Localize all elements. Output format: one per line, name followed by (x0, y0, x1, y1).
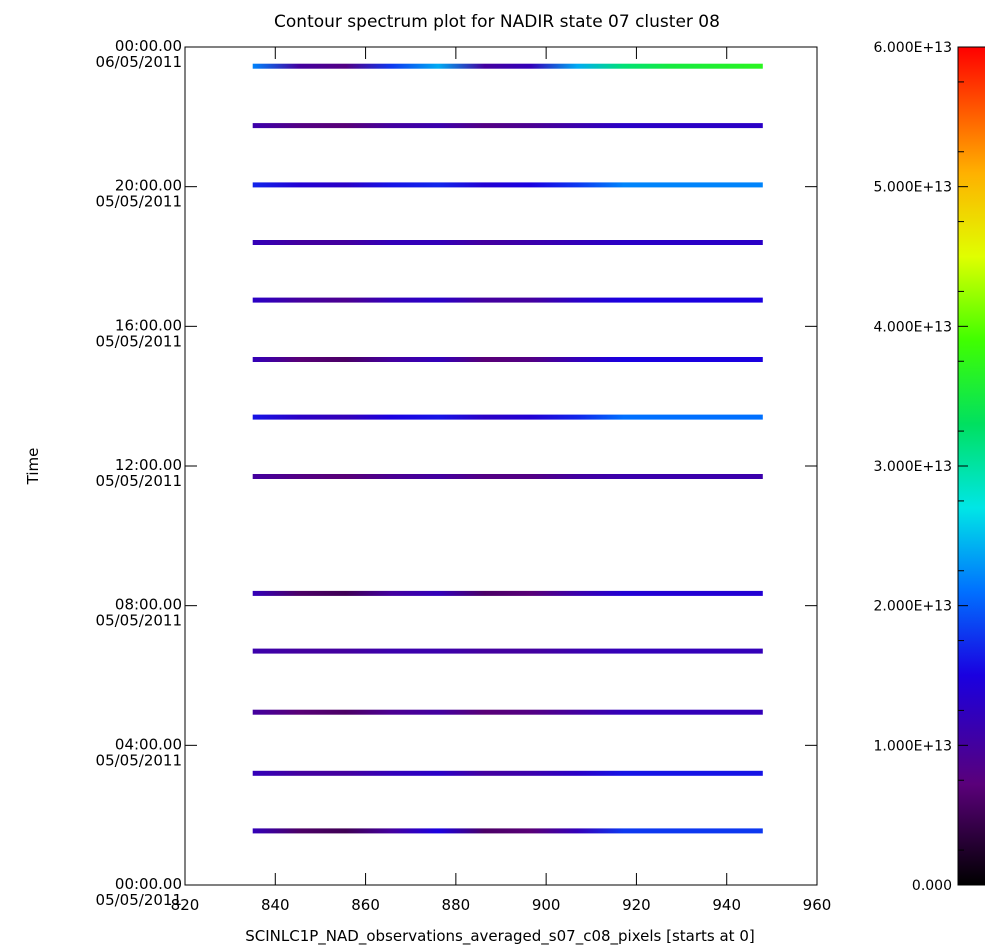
y-tick-date: 05/05/2011 (96, 472, 182, 490)
chart-title: Contour spectrum plot for NADIR state 07… (274, 12, 720, 32)
spectrum-line (252, 240, 763, 245)
y-tick-time: 00:00.00 (115, 37, 182, 55)
x-tick-label: 920 (622, 896, 651, 914)
spectrum-line (252, 123, 763, 129)
colorbar-tick-label: 0.000 (912, 878, 952, 894)
x-tick-label: 860 (351, 896, 380, 914)
spectrum-line (252, 414, 763, 420)
y-tick-date: 05/05/2011 (96, 193, 182, 211)
colorbar-tick-label: 4.000E+13 (874, 319, 952, 335)
spectrum-line (252, 63, 763, 69)
spectrum-line (252, 709, 763, 715)
y-tick-time: 04:00.00 (115, 735, 182, 753)
y-tick-time: 16:00.00 (115, 316, 182, 334)
colorbar-ticks: 0.000 1.000E+13 2.000E+13 3.000E+13 4.000E+1… (874, 40, 968, 894)
x-tick-label: 820 (171, 896, 200, 914)
colorbar-tick-label: 1.000E+13 (874, 738, 952, 754)
x-axis: 820 840 860 880 900 920 940 960 (171, 47, 832, 914)
plot-area (184, 46, 818, 886)
colorbar-tick-label: 2.000E+13 (874, 599, 952, 615)
spectrum-line (252, 590, 763, 596)
colorbar-tick-label: 5.000E+13 (874, 180, 952, 196)
y-tick-date: 06/05/2011 (96, 53, 182, 71)
spectrum-line (252, 297, 763, 303)
spectrum-line (252, 182, 763, 188)
spectrum-line (252, 770, 763, 776)
y-tick-time: 20:00.00 (115, 177, 182, 195)
spectrum-line (252, 828, 763, 834)
spectrum-line (252, 474, 763, 479)
x-axis-label: SCINLC1P_NAD_observations_averaged_s07_c… (245, 927, 754, 946)
colorbar-tick-label: 6.000E+13 (874, 40, 952, 56)
y-tick-date: 05/05/2011 (96, 891, 182, 909)
y-tick-time: 08:00.00 (115, 596, 182, 614)
x-tick-label: 960 (803, 896, 832, 914)
y-tick-time: 00:00.00 (115, 875, 182, 893)
x-tick-label: 840 (261, 896, 290, 914)
y-axis-label: Time (24, 448, 42, 486)
colorbar-tick-label: 3.000E+13 (874, 459, 952, 475)
y-tick-date: 05/05/2011 (96, 332, 182, 350)
spectrum-line (252, 648, 763, 654)
x-tick-label: 940 (712, 896, 741, 914)
y-axis: 00:00.0005/05/201104:00.0005/05/201108:0… (96, 37, 817, 909)
y-tick-date: 05/05/2011 (96, 612, 182, 630)
spectrum-lines (252, 63, 763, 834)
spectrum-line (252, 357, 763, 362)
y-tick-time: 12:00.00 (115, 456, 182, 474)
x-tick-label: 880 (442, 896, 471, 914)
x-tick-label: 900 (532, 896, 561, 914)
y-tick-date: 05/05/2011 (96, 751, 182, 769)
